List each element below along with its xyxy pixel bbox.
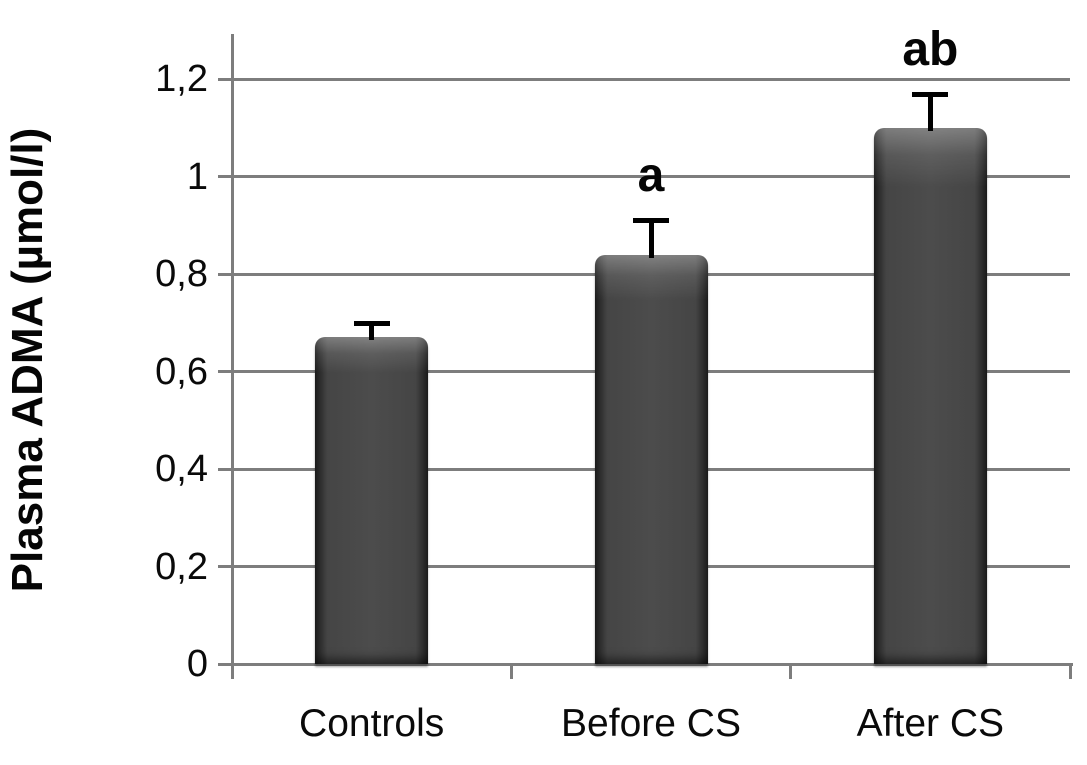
y-axis-tick — [218, 467, 232, 471]
y-tick-label: 1 — [186, 155, 208, 198]
y-tick-label: 0,6 — [155, 350, 208, 393]
y-tick-label: 0,2 — [155, 545, 208, 588]
gridline — [232, 77, 1070, 81]
x-axis-tick — [789, 664, 793, 679]
category-label-before-cs: Before CS — [561, 702, 741, 745]
error-bar-line-controls — [369, 322, 375, 341]
y-tick-label: 1,2 — [155, 58, 208, 100]
y-axis-tick — [218, 175, 232, 178]
y-axis-tick — [218, 272, 232, 276]
bar-controls — [315, 337, 429, 664]
significance-label-after-cs: ab — [902, 22, 959, 76]
error-bar-cap-controls — [353, 320, 390, 326]
category-label-after-cs: After CS — [856, 702, 1005, 745]
category-label-controls: Controls — [299, 702, 445, 745]
error-bar-line-before-cs — [648, 220, 654, 258]
significance-label-before-cs: a — [637, 149, 665, 203]
y-tick-label: 0,4 — [155, 448, 208, 490]
error-bar-cap-after-cs — [912, 91, 949, 97]
bar-after-cs — [873, 127, 987, 664]
y-axis-line — [230, 34, 234, 679]
bar-before-cs — [594, 254, 708, 664]
gridline — [232, 175, 1070, 178]
error-bar-cap-before-cs — [633, 218, 669, 224]
x-axis-tick — [230, 664, 234, 679]
error-bar-line-after-cs — [927, 93, 933, 131]
y-axis-tick — [218, 77, 232, 81]
y-tick-label: 0,8 — [155, 253, 208, 295]
y-tick-label: 0 — [186, 643, 208, 685]
x-axis-tick — [509, 664, 513, 679]
y-axis-tick — [218, 370, 232, 373]
x-axis-tick — [1068, 664, 1072, 679]
y-axis-tick — [218, 565, 232, 568]
x-axis-line — [218, 662, 1073, 666]
